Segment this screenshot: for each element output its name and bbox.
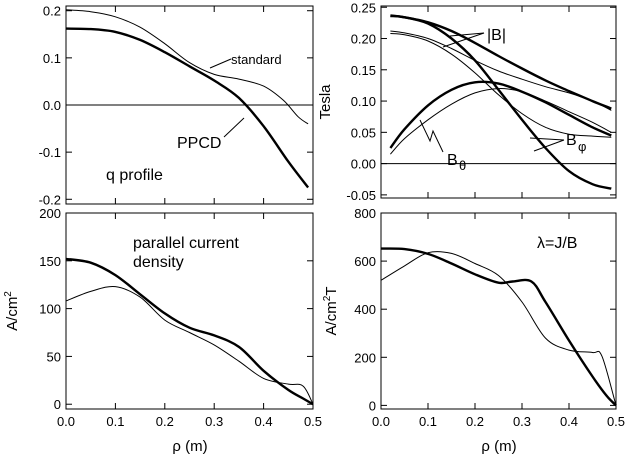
y-tick-label: 0.15 <box>351 63 376 78</box>
y-tick-label: 600 <box>354 254 376 269</box>
y-tick-label: 200 <box>39 206 61 221</box>
annotation-ppcd: PPCD <box>177 135 221 152</box>
x-tick-label: 0.5 <box>304 414 322 429</box>
y-tick-label: 0.0 <box>43 98 61 113</box>
pointer-standard <box>209 58 232 69</box>
x-tick-label: 0.5 <box>607 414 625 429</box>
y-axis-label: A/cm2T <box>322 287 340 336</box>
series-line-thin <box>380 251 617 406</box>
series-line-thick <box>380 247 617 407</box>
panel-lambda: 800 600 400 200 00.0 0.1 0.2 0.3 0.4 0.5 λ=J/B A/… <box>322 206 625 454</box>
series-line-thin <box>390 33 612 138</box>
pointer-bphi-1 <box>529 137 565 141</box>
series-line-thick <box>390 14 612 190</box>
y-tick-label: 50 <box>47 349 61 364</box>
series-line-thin <box>65 285 314 405</box>
y-tick-label: 0.10 <box>351 94 376 109</box>
panel-current-density: 200 150 100 50 0 0.0 0.1 0.2 0.3 0.4 0.5 parallel … <box>3 206 322 454</box>
series-line-thin <box>65 9 309 125</box>
y-tick-label: 0.2 <box>43 4 61 19</box>
y-tick-label: 0.00 <box>351 157 376 172</box>
x-axis-label: ρ (m) <box>172 438 207 454</box>
y-tick-label: -0.2 <box>39 192 61 207</box>
annotation-standard: standard <box>231 52 282 67</box>
x-tick-label: 0.3 <box>205 414 223 429</box>
pointer-absB-1 <box>449 32 485 37</box>
series-line-thick <box>65 257 314 406</box>
y-tick-label: 0.25 <box>351 0 376 15</box>
y-tick-label: -0.05 <box>346 188 376 203</box>
pointer-btheta <box>419 119 444 153</box>
y-tick-label: 0.05 <box>351 125 376 140</box>
y-axis-label: A/cm2 <box>3 291 21 331</box>
y-tick-label: 0 <box>369 398 376 413</box>
y-tick-label: 0.20 <box>351 32 376 47</box>
x-tick-label: 0.3 <box>513 414 531 429</box>
panel-q-profile: 0.2 0.1 0.0 -0.1 -0.2 q profile standard PPC… <box>39 4 314 207</box>
annotation-bphi: B <box>566 132 577 149</box>
pointer-absB-2 <box>442 32 485 48</box>
y-tick-label: 150 <box>39 254 61 269</box>
y-tick-label: 0 <box>54 397 61 412</box>
y-tick-label: 800 <box>354 206 376 221</box>
plot-frame <box>65 212 314 410</box>
plot-frame <box>380 212 617 410</box>
x-tick-label: 0.2 <box>156 414 174 429</box>
annotation-lambda: λ=J/B <box>537 235 577 252</box>
x-tick-label: 0.1 <box>106 414 124 429</box>
pointer-ppcd <box>223 117 245 138</box>
x-tick-label: 0.0 <box>57 414 75 429</box>
annotation-bphi-sub: φ <box>578 139 586 154</box>
y-tick-label: 200 <box>354 350 376 365</box>
series-line-thick <box>65 27 310 189</box>
annotation-line1: parallel current <box>133 235 239 252</box>
y-axis-label: Tesla <box>317 84 334 120</box>
series-line-thick <box>389 80 612 149</box>
y-tick-label: -0.1 <box>39 145 61 160</box>
x-tick-label: 0.4 <box>560 414 578 429</box>
x-tick-label: 0.2 <box>466 414 484 429</box>
x-axis-label: ρ (m) <box>481 438 516 454</box>
panel-magnetic-field: 0.250.200.150.100.050.00-0.05 Tesla |B| … <box>317 0 617 203</box>
pointer-bphi-2 <box>533 139 565 152</box>
y-tick-label: 400 <box>354 302 376 317</box>
y-tick-label: 0.1 <box>43 51 61 66</box>
x-tick-label: 0.4 <box>255 414 273 429</box>
x-tick-label: 0.0 <box>372 414 390 429</box>
annotation-btheta-sub: θ <box>459 158 466 173</box>
panel-title: q profile <box>106 167 163 184</box>
annotation-btheta: B <box>447 152 458 169</box>
annotation-line2: density <box>133 254 184 271</box>
annotation-absB: |B| <box>487 27 506 44</box>
plot-frame <box>380 5 617 199</box>
x-tick-label: 0.1 <box>419 414 437 429</box>
y-tick-label: 100 <box>39 302 61 317</box>
series-line-thin <box>390 30 612 111</box>
